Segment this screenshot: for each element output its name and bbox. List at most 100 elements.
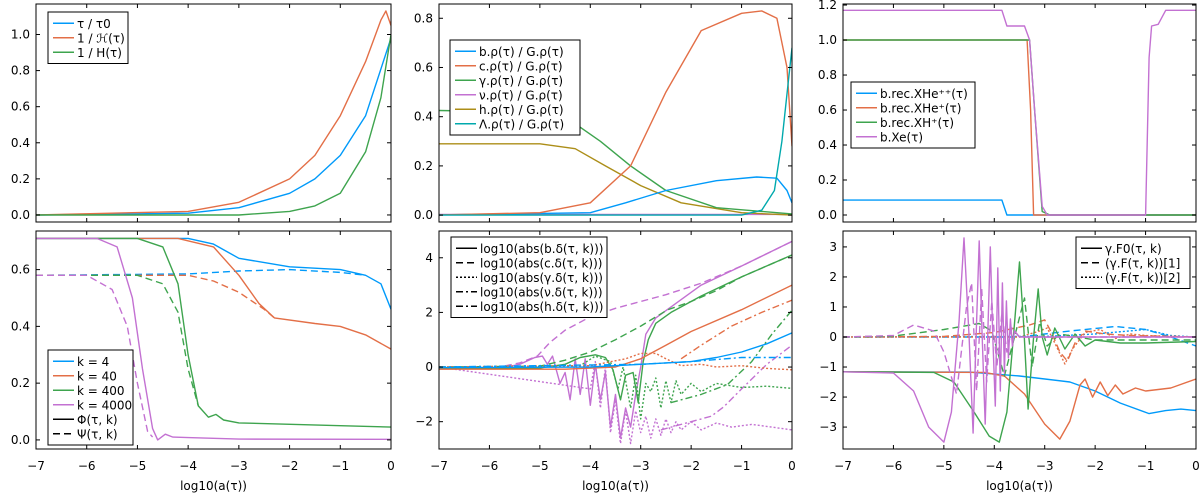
series-line-purple-solid (843, 9, 1196, 216)
legend-label: log10(abs(ν.δ(τ, k))) (480, 285, 603, 299)
series-line-blue-solid (843, 199, 1196, 216)
x-tick-label: −4 (179, 459, 197, 473)
legend-label: ν.ρ(τ) / G.ρ(τ) (479, 88, 563, 102)
y-tick-label: 3 (829, 240, 837, 254)
y-tick-label: −3 (819, 420, 837, 434)
series-line-gold-solid (439, 143, 792, 216)
series-line-orange-solid (36, 10, 391, 216)
legend: log10(abs(b.δ(τ, k)))log10(abs(c.δ(τ, k)… (450, 236, 608, 318)
x-tick-label: −7 (27, 459, 45, 473)
x-tick-label: −4 (581, 459, 599, 473)
series-line-green-dot (439, 355, 792, 420)
legend: τ / τ01 / ℋ(τ)1 / H(τ) (47, 11, 129, 64)
x-tick-label: −2 (281, 459, 299, 473)
legend-label: γ.F0(τ, k) (1105, 242, 1162, 256)
y-tick-label: 0.8 (414, 11, 433, 25)
x-tick-label: −7 (430, 459, 448, 473)
y-tick-label: 1.0 (11, 27, 30, 41)
series-line-orange-solid (439, 284, 792, 370)
legend-label: log10(abs(b.δ(τ, k))) (480, 242, 603, 256)
y-tick-label: 0 (425, 360, 433, 374)
y-tick-label: −2 (819, 390, 837, 404)
legend-label: Ψ(τ, k) (77, 427, 118, 441)
series-line-green-dash (843, 297, 1196, 377)
series-group (843, 9, 1196, 216)
series-line-orange-dot (843, 327, 1196, 365)
y-tick-label: 4 (425, 251, 433, 265)
series-line-green-solid (36, 237, 391, 428)
series-line-purple-solid (439, 240, 792, 439)
plot-frame (842, 3, 1197, 223)
series-line-blue-solid (439, 332, 792, 369)
legend-label: log10(abs(γ.δ(τ, k))) (480, 271, 603, 285)
x-tick-label: 0 (1192, 459, 1200, 473)
y-tick-label: 0 (829, 330, 837, 344)
series-line-orange-dash (36, 274, 275, 319)
x-tick-label: 0 (788, 459, 796, 473)
x-tick-label: −6 (481, 459, 499, 473)
legend-label: log10(abs(c.δ(τ, k))) (480, 256, 602, 270)
legend-label: k = 400 (77, 384, 125, 398)
panel-p3t: 0.00.20.40.60.81.01.2b.rec.XHe⁺⁺(τ)b.rec… (818, 0, 1197, 223)
legend-label: b.Xe(τ) (880, 130, 923, 144)
legend-box (47, 349, 134, 446)
legend-label: Λ.ρ(τ) / G.ρ(τ) (479, 117, 564, 131)
panel-p2t: 0.0 0.2 0.4 0.6 0.8 b.ρ(τ) / G.ρ(τ)c.ρ(τ) / G… (414, 3, 793, 223)
x-tick-label: −2 (1086, 459, 1104, 473)
legend-label: Φ(τ, k) (77, 413, 118, 427)
series-line-blue-solid (36, 237, 391, 310)
legend-label: b.ρ(τ) / G.ρ(τ) (479, 45, 564, 59)
legend-label: b.rec.XHe⁺⁺(τ) (880, 87, 968, 101)
y-tick-label: 0.8 (11, 64, 30, 78)
x-tick-label: −1 (1137, 459, 1155, 473)
series-group (439, 240, 792, 445)
y-tick-label: 0.4 (414, 110, 433, 124)
panel-p1b: −7 −6 −5 −4 −3 −2 −1 0 0.0 0.2 0.4 0.6 log10(a(τ)) k … (11, 230, 395, 493)
series-line-orange-dot (439, 352, 792, 371)
x-tick-label: −6 (885, 459, 903, 473)
legend-label: b.rec.XHe⁺(τ) (880, 101, 961, 115)
series-group (439, 10, 792, 216)
x-tick-label: −5 (129, 459, 147, 473)
y-tick-label: 0.8 (818, 68, 837, 82)
legend-box (449, 39, 581, 136)
x-tick-label: −1 (733, 459, 751, 473)
panel-p1t: 0.0 0.2 0.4 0.6 0.8 1.0 τ / τ01 / ℋ(τ)1 / H(τ) (11, 3, 392, 223)
series-line-purple-solid (36, 237, 391, 441)
legend-label: c.ρ(τ) / G.ρ(τ) (479, 59, 563, 73)
series-line-blue-solid (36, 37, 391, 216)
series-line-blue-dash (36, 268, 366, 276)
series-line-green-dash (439, 254, 792, 368)
y-tick-label: 0.0 (818, 208, 837, 222)
series-line-orange-solid (439, 10, 792, 216)
legend: b.rec.XHe⁺⁺(τ)b.rec.XHe⁺(τ)b.rec.XH⁺(τ)b… (850, 81, 976, 149)
legend-label: γ.ρ(τ) / G.ρ(τ) (479, 74, 563, 88)
y-tick-label: 0.0 (11, 433, 30, 447)
series-line-purple-dashdot (660, 344, 792, 431)
series-line-green-solid (36, 34, 391, 216)
y-tick-label: 0.6 (818, 103, 837, 117)
series-line-purple-dot (439, 360, 792, 445)
series-line-orange-solid (843, 371, 1196, 440)
x-tick-label: −3 (632, 459, 650, 473)
x-tick-label: −1 (331, 459, 349, 473)
legend-label: τ / τ0 (77, 17, 111, 31)
y-tick-label: 1.2 (818, 0, 837, 12)
y-tick-label: 0.0 (414, 208, 433, 222)
x-tick-label: −5 (935, 459, 953, 473)
series-line-blue-solid (439, 176, 792, 216)
series-line-blue-dashdot (439, 356, 792, 368)
legend-label: h.ρ(τ) / G.ρ(τ) (479, 103, 564, 117)
x-tick-label: −3 (230, 459, 248, 473)
y-tick-label: 2 (829, 270, 837, 284)
series-line-orange-solid (36, 237, 391, 350)
series-group (36, 10, 391, 216)
plot-frame (842, 230, 1197, 450)
legend-label: (γ.F(τ, k))[2] (1105, 271, 1180, 285)
y-tick-label: 0.4 (818, 138, 837, 152)
y-tick-label: 0.2 (11, 376, 30, 390)
y-tick-label: 0.6 (11, 263, 30, 277)
y-tick-label: 2 (425, 305, 433, 319)
legend-label: 1 / ℋ(τ) (77, 31, 125, 45)
